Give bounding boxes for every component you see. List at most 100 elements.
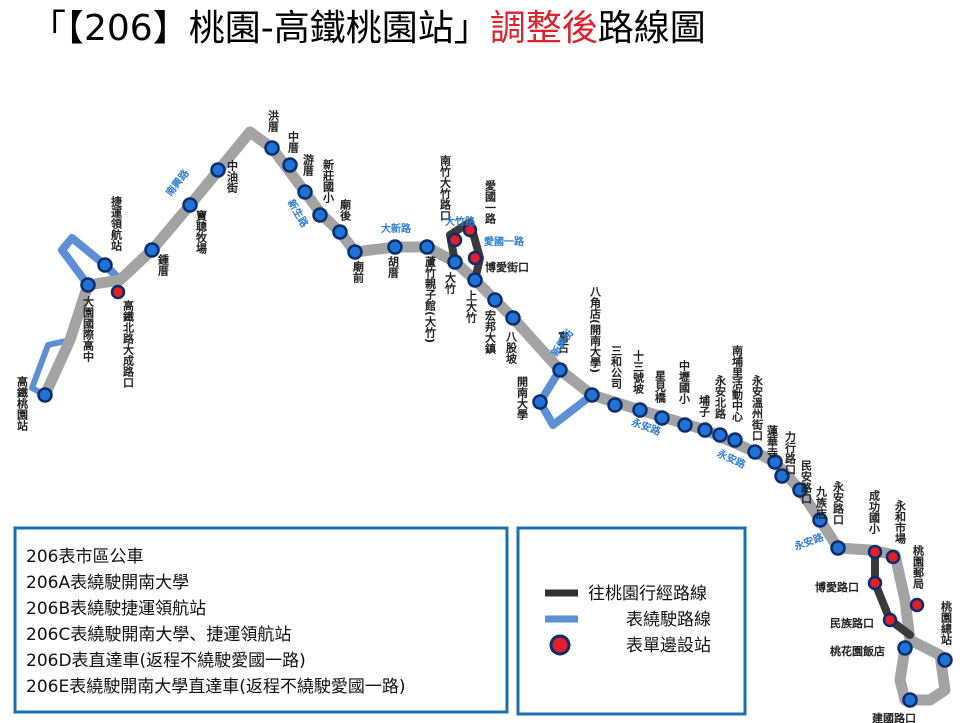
station-label: 永安北路: [714, 374, 728, 420]
station-label: 建國路口: [872, 711, 916, 723]
road-label: 愛國一路: [484, 235, 525, 248]
station-label: 開南大學: [516, 376, 529, 421]
station-stop: [97, 257, 113, 273]
road-label: 南興路: [163, 166, 192, 198]
one-way-label: 民族路口: [830, 616, 874, 630]
legend-route: 206E表繞駛開南大學直達車(返程不繞駛愛國一路): [26, 677, 405, 697]
station-stop: [677, 417, 693, 433]
map-title: 「【206】桃園-高鐵桃園站」調整後路線圖: [30, 8, 706, 49]
outbound-route: [871, 546, 914, 639]
station-stop: [144, 242, 160, 258]
station-label: 洪厝: [267, 109, 280, 133]
road-label: 大竹路: [445, 215, 476, 228]
station-stop: [712, 427, 728, 443]
title-prefix: 「【206】桃園-高鐵桃園站」: [30, 8, 490, 49]
one-way-label: 南竹大竹路口: [439, 154, 453, 222]
station-label: 中壢國小: [678, 359, 692, 405]
one-way-stop: [462, 222, 478, 238]
one-way-stop: [447, 232, 463, 248]
station-label: 大園國際高中: [82, 295, 95, 363]
station-label: 桃花園飯店: [830, 644, 885, 658]
station-stop: [607, 397, 623, 413]
station-stop: [902, 692, 918, 708]
station-stop: [830, 540, 846, 556]
title-suffix: 路線圖: [598, 8, 706, 49]
one-way-stop: [882, 612, 898, 628]
station-label: 新莊國小: [322, 158, 336, 204]
station-label: 游厝: [302, 153, 315, 177]
station-label: 桃園總站: [940, 600, 953, 646]
legend-symbol: 表繞駛路線: [626, 610, 711, 630]
station-stop: [182, 197, 198, 213]
station-stop: [264, 140, 280, 156]
station-stop: [774, 468, 790, 484]
one-way-stop: [867, 544, 883, 560]
one-way-stop: [467, 250, 483, 266]
one-way-label: 桃園郵局: [912, 544, 926, 590]
legend-box: [13, 526, 509, 714]
station-label: 九族店: [815, 485, 829, 520]
station-stop: [282, 157, 298, 173]
one-way-stop: [867, 575, 883, 591]
road-label: 大新路: [381, 222, 412, 235]
station-label: 中厝: [287, 130, 300, 154]
station-stop: [697, 422, 713, 438]
station-label: 星見橋: [654, 370, 668, 404]
one-way-label: 高鐵北路大成路口: [122, 299, 135, 389]
legend-symbol: 表單邊設站: [626, 636, 711, 656]
station-label: 高鐵桃園站: [16, 375, 29, 432]
station-label: 捷運領航站: [110, 195, 124, 252]
station-label: 宏邦大鎮: [484, 309, 497, 355]
station-stop: [937, 652, 953, 668]
station-stop: [37, 387, 53, 403]
station-label: 蓮華寺: [766, 424, 779, 459]
one-way-label: 成功國小: [868, 489, 882, 535]
station-label: 中油街: [226, 159, 240, 194]
station-stop: [792, 482, 808, 498]
station-label: 胡厝: [387, 255, 400, 279]
station-stop: [487, 292, 503, 308]
legend-route: 206D表直達車(返程不繞駛愛國一路): [26, 651, 306, 671]
main-route: [39, 126, 951, 706]
one-way-label: 永和市場: [894, 499, 908, 545]
station-label: 廟後: [339, 198, 352, 222]
station-stop: [767, 454, 783, 470]
legend-symbol: 往桃園行經路線: [588, 584, 707, 604]
station-label: 大竹: [444, 271, 458, 295]
legend-route: 206表市區公車: [26, 547, 143, 567]
station-stop: [332, 224, 348, 240]
station-stop: [747, 444, 763, 460]
station-stop: [505, 310, 521, 326]
legend-route: 206C表繞駛開南大學、捷運領航站: [26, 625, 291, 645]
station-stop: [654, 410, 670, 426]
station-stop: [632, 402, 648, 418]
one-way-stop: [909, 597, 925, 613]
station-label: 永安溫州街口: [751, 374, 765, 442]
station-stop: [727, 432, 743, 448]
station-stop: [312, 207, 328, 223]
legend-route: 206B表繞駛捷運領航站: [26, 599, 206, 619]
one-way-stop: [110, 284, 126, 300]
station-stop: [812, 512, 828, 528]
station-label: 八角店(開南大學): [589, 286, 603, 373]
station-stop: [467, 272, 483, 288]
station-label: 南埔里活動中心: [731, 344, 744, 423]
station-stop: [552, 362, 568, 378]
station-stop: [387, 239, 403, 255]
station-stop: [347, 244, 363, 260]
station-stop: [80, 277, 96, 293]
station-label: 民安路口: [800, 460, 813, 505]
one-way-label: 博愛街口: [485, 260, 529, 274]
one-way-label: 博愛路口: [815, 580, 859, 594]
station-label: 力行路口: [784, 430, 798, 476]
title-highlight: 調整後: [490, 8, 598, 49]
road-label: 永安路: [792, 530, 827, 553]
station-label: 鍾厝: [157, 253, 170, 277]
legend-route: 206A表繞駛開南大學: [26, 573, 189, 593]
detour-route: [536, 366, 596, 429]
station-label: 十三號坡: [632, 349, 645, 395]
station-stop: [297, 184, 313, 200]
station-label: 富古: [557, 330, 570, 354]
station-label: 永安路口: [832, 480, 846, 526]
